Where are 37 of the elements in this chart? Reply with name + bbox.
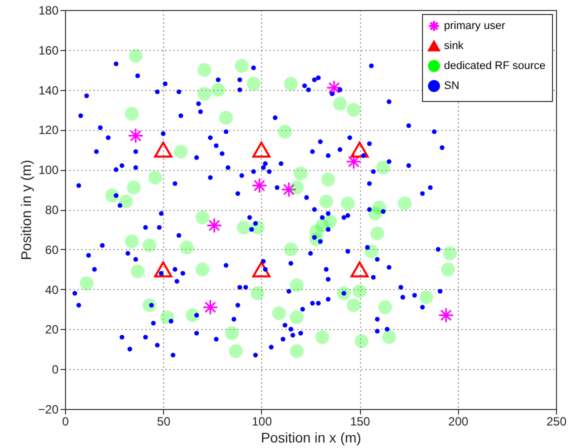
point	[154, 261, 172, 278]
point	[154, 142, 172, 158]
x-axis-title: Position in x (m)	[260, 430, 362, 446]
y-tick-label: 40	[45, 282, 59, 297]
y-tick-label: 80	[45, 203, 59, 217]
legend-label: dedicated RF source	[444, 60, 546, 72]
point	[252, 261, 270, 278]
point	[350, 142, 369, 158]
point	[252, 178, 268, 194]
point	[206, 218, 222, 234]
y-tick-label: 160	[38, 43, 59, 58]
legend-label: primary user	[444, 20, 506, 32]
point	[128, 128, 144, 144]
y-tick-label: −20	[38, 402, 59, 416]
point	[326, 80, 342, 96]
y-tick-label: 20	[45, 322, 59, 337]
x-tick-label: 150	[350, 414, 370, 428]
x-tick-label: 200	[448, 414, 469, 428]
y-tick-label: 100	[38, 163, 59, 178]
point	[281, 182, 297, 198]
y-tick-label: 0	[52, 362, 59, 377]
point	[346, 154, 362, 170]
point	[202, 299, 218, 316]
legend-label: sink	[444, 40, 464, 52]
y-tick-label: 120	[38, 123, 59, 138]
y-tick-label: 180	[38, 4, 59, 18]
x-tick-label: 100	[252, 414, 272, 428]
x-tick-label: 0	[62, 414, 70, 428]
point	[252, 142, 270, 158]
point	[350, 261, 369, 278]
x-tick-label: 250	[546, 414, 567, 428]
y-tick-label: 140	[38, 83, 59, 98]
legend-label: SN	[444, 80, 460, 92]
y-tick-label: 60	[45, 242, 59, 257]
x-tick-label: 50	[157, 414, 171, 428]
point	[438, 307, 454, 324]
y-axis-title: Position in y (m)	[18, 160, 34, 260]
